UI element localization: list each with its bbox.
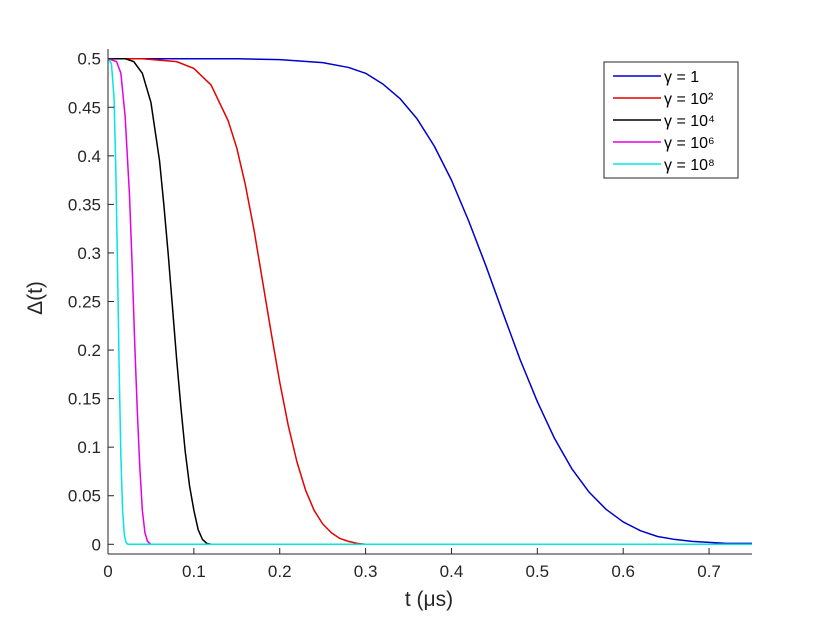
x-tick-label: 0.7 xyxy=(697,562,721,581)
y-tick-label: 0.1 xyxy=(77,438,101,457)
legend-entry: γ = 10⁴ xyxy=(664,113,715,130)
plot-lines xyxy=(107,57,752,546)
axes xyxy=(107,49,752,555)
y-tick-label: 0.3 xyxy=(77,244,101,263)
x-tick-label: 0.3 xyxy=(354,562,378,581)
x-tick-label: 0.5 xyxy=(526,562,550,581)
series-line-3 xyxy=(108,57,752,546)
y-tick-label: 0.25 xyxy=(68,293,101,312)
y-tick-label: 0.5 xyxy=(77,50,101,69)
y-tick-label: 0.4 xyxy=(77,147,101,166)
y-tick-label: 0.35 xyxy=(68,195,101,214)
series-line-2 xyxy=(108,57,752,546)
x-axis-label: t (μs) xyxy=(405,588,453,611)
legend-entry: γ = 10⁸ xyxy=(664,157,715,174)
y-tick-label: 0.2 xyxy=(77,341,101,360)
y-tick-label: 0.15 xyxy=(68,390,101,409)
series-line-1 xyxy=(108,57,752,545)
x-tick-label: 0.6 xyxy=(611,562,635,581)
series-line-5 xyxy=(107,58,752,546)
tick-labels: 0 0.1 0.2 0.3 0.4 0.5 0.6 0.7 0 0.05 0.1 0.15 0.2 0.2… xyxy=(68,50,721,581)
y-axis-label: Δ(t) xyxy=(24,281,47,315)
series-line-4 xyxy=(107,57,752,546)
x-tick-label: 0.1 xyxy=(182,562,206,581)
legend-entry: γ = 10⁶ xyxy=(664,135,715,152)
legend: γ = 1 γ = 10² γ = 10⁴ γ = 10⁶ γ = 10⁸ xyxy=(603,61,739,179)
y-tick-label: 0 xyxy=(92,535,101,554)
x-tick-label: 0.2 xyxy=(268,562,292,581)
y-tick-label: 0.05 xyxy=(68,487,101,506)
x-tick-label: 0.4 xyxy=(440,562,464,581)
x-tick-label: 0 xyxy=(103,562,112,581)
legend-entry: γ = 10² xyxy=(664,91,714,108)
legend-entry: γ = 1 xyxy=(664,69,699,86)
y-tick-label: 0.45 xyxy=(68,98,101,117)
